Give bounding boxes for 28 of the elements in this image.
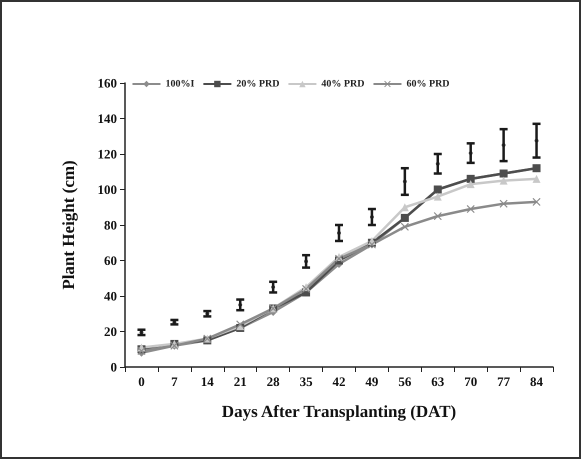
legend-label: 100%I — [165, 78, 194, 90]
x-tick-label: 0 — [138, 374, 145, 389]
x-tick-label: 84 — [530, 374, 544, 389]
legend-label: 40% PRD — [321, 78, 364, 90]
y-tick-label: 20 — [104, 324, 117, 339]
y-tick-label: 120 — [98, 146, 117, 162]
legend-label: 60% PRD — [406, 78, 450, 90]
x-tick-label: 14 — [200, 374, 214, 389]
legend-label: 20% PRD — [236, 78, 280, 90]
x-tick-label: 70 — [464, 374, 478, 389]
x-tick-label: 42 — [332, 374, 346, 389]
y-tick-label: 40 — [104, 288, 117, 304]
x-tick-label: 21 — [234, 374, 247, 389]
y-tick-label: 140 — [98, 111, 117, 126]
y-tick-label: 100 — [98, 182, 117, 197]
x-tick-label: 56 — [398, 374, 412, 389]
y-axis-title: Plant Height (cm) — [59, 160, 78, 290]
x-tick-label: 63 — [431, 374, 445, 389]
y-tick-label: 160 — [98, 76, 117, 90]
x-tick-label: 7 — [171, 374, 178, 389]
x-tick-label: 28 — [266, 374, 280, 389]
x-tick-label: 49 — [365, 374, 379, 389]
y-tick-label: 60 — [104, 253, 117, 268]
x-axis-title: Days After Transplanting (DAT) — [222, 402, 456, 421]
y-tick-label: 80 — [104, 218, 117, 232]
y-tick-label: 0 — [110, 360, 117, 374]
x-tick-label: 35 — [300, 374, 314, 389]
x-tick-label: 77 — [497, 374, 511, 389]
